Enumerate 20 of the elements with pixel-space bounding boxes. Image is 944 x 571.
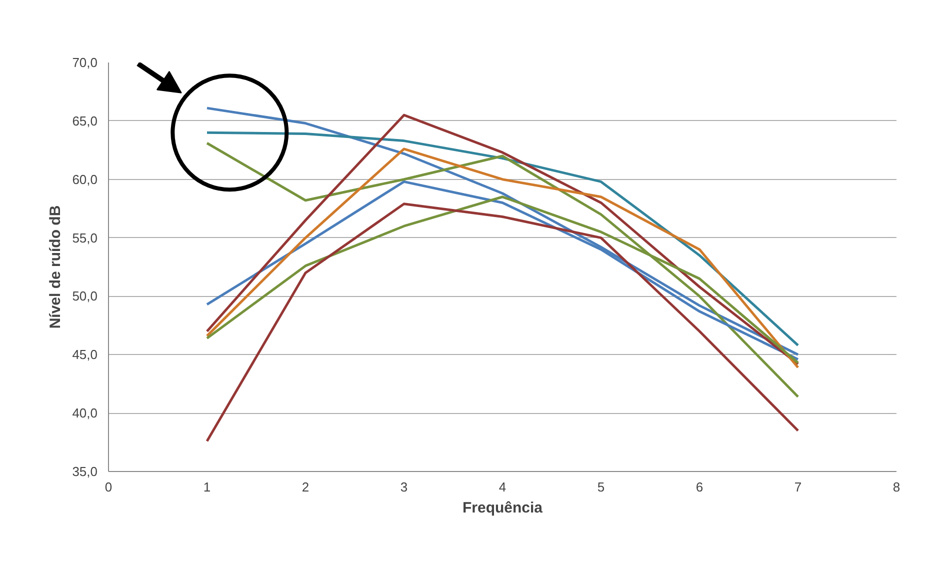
x-tick-label: 3 [400,480,408,494]
x-tick-label: 7 [794,480,802,494]
y-tick-label: 60,0 [72,172,98,187]
x-tick-label: 8 [892,480,900,494]
y-tick-label: 35,0 [72,464,98,479]
x-tick-label: 4 [498,480,506,494]
x-tick-label: 6 [696,480,704,494]
y-tick-label: 65,0 [72,113,98,128]
y-tick-label: 55,0 [72,230,98,246]
x-tick-label: 5 [597,480,605,494]
x-tick-label: 1 [203,480,211,494]
x-axis-title: Frequência [462,500,544,516]
line-series [206,202,800,442]
y-axis-title: Nível de ruído dB [47,205,64,329]
x-tick-label: 0 [104,480,112,494]
x-tick-label: 2 [302,480,310,494]
y-tick-label: 45,0 [72,347,98,362]
y-tick-label: 40,0 [72,406,98,421]
y-tick-label: 50,0 [72,288,98,304]
y-tick-label: 70,0 [72,55,98,70]
